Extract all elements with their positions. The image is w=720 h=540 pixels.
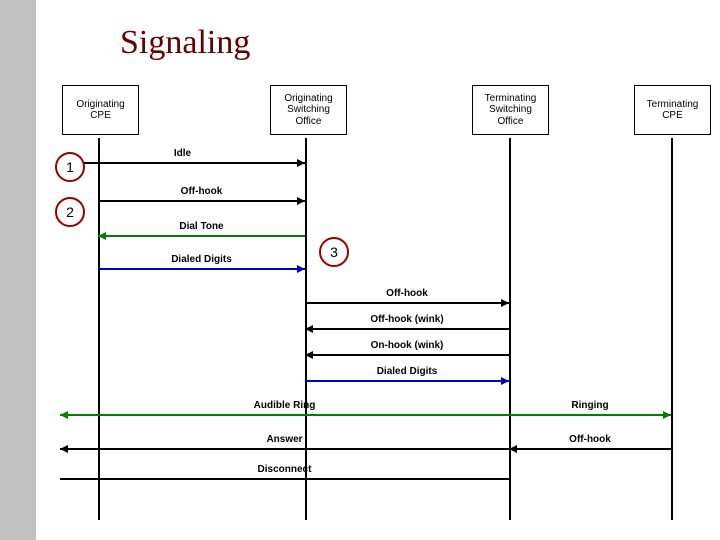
- message-label: On-hook (wink): [327, 340, 487, 351]
- arrowhead-left: [305, 351, 313, 359]
- lane-header-term_sw: Terminating Switching Office: [472, 85, 549, 135]
- lifeline-C: [509, 138, 511, 520]
- message-label: Off-hook: [327, 288, 487, 299]
- lane-header-orig_sw: Originating Switching Office: [270, 85, 347, 135]
- message-label: Off-hook (wink): [327, 314, 487, 325]
- message-label: Dial Tone: [122, 221, 282, 232]
- message-line: [509, 448, 671, 450]
- arrowhead-right: [501, 377, 509, 385]
- message-label: Disconnect: [205, 464, 365, 475]
- arrowhead-left: [509, 445, 517, 453]
- arrowhead-right: [297, 159, 305, 167]
- slide-title: Signaling: [120, 24, 250, 62]
- message-line: [98, 235, 305, 237]
- message-line: [60, 414, 509, 416]
- message-line: [305, 302, 509, 304]
- arrowhead-right: [297, 265, 305, 273]
- message-label: Off-hook: [122, 186, 282, 197]
- message-label: Dialed Digits: [122, 254, 282, 265]
- message-label: Answer: [205, 434, 365, 445]
- lifeline-D: [671, 138, 673, 520]
- message-line: [60, 478, 509, 480]
- message-line: [305, 354, 509, 356]
- arrowhead-left: [305, 325, 313, 333]
- message-label: Dialed Digits: [327, 366, 487, 377]
- arrowhead-right: [663, 411, 671, 419]
- slide-sidebar: [0, 0, 36, 540]
- lifeline-A: [98, 138, 100, 520]
- lane-header-term_cpe: Terminating CPE: [634, 85, 711, 135]
- lane-header-orig_cpe: Originating CPE: [62, 85, 139, 135]
- message-line: [60, 162, 305, 164]
- message-line: [305, 328, 509, 330]
- arrowhead-left: [60, 445, 68, 453]
- message-line: [305, 380, 509, 382]
- arrowhead-right: [297, 197, 305, 205]
- message-line: [98, 268, 305, 270]
- message-label: Ringing: [510, 400, 670, 411]
- callout-badge-3: 3: [319, 237, 349, 267]
- callout-badge-2: 2: [55, 197, 85, 227]
- message-line: [60, 448, 509, 450]
- callout-badge-1: 1: [55, 152, 85, 182]
- arrowhead-left: [98, 232, 106, 240]
- arrowhead-right: [501, 299, 509, 307]
- message-label: Off-hook: [510, 434, 670, 445]
- message-line: [98, 200, 305, 202]
- message-label: Idle: [103, 148, 263, 159]
- arrowhead-left: [60, 411, 68, 419]
- message-line: [509, 414, 671, 416]
- message-label: Audible Ring: [205, 400, 365, 411]
